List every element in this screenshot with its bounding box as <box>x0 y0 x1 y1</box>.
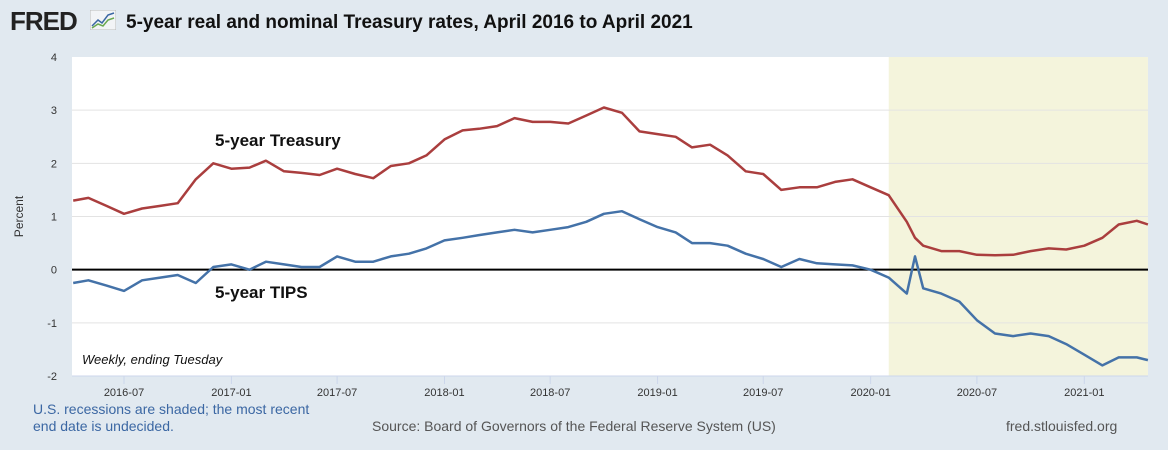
y-tick-label: 0 <box>51 265 57 277</box>
series-label-treasury: 5-year Treasury <box>215 131 341 150</box>
series-label-tips: 5-year TIPS <box>215 283 308 302</box>
y-tick-label: -1 <box>47 318 57 330</box>
line-chart-icon <box>90 10 116 30</box>
x-tick-label: 2019-07 <box>743 387 783 399</box>
y-tick-label: -2 <box>47 371 57 383</box>
fred-logo[interactable]: FRED <box>10 6 78 36</box>
series-line-tips <box>72 209 1149 367</box>
y-axis-label: Percent <box>12 195 26 237</box>
y-tick-label: 4 <box>51 52 57 64</box>
x-tick-label: 2020-01 <box>850 387 890 399</box>
y-tick-label: 1 <box>51 212 57 224</box>
fred-link[interactable]: fred.stlouisfed.org <box>1006 418 1118 434</box>
x-tick-label: 2017-01 <box>211 387 251 399</box>
series-line-treasury <box>72 106 1149 257</box>
x-tick-label: 2019-01 <box>637 387 677 399</box>
x-tick-label: 2017-07 <box>317 387 357 399</box>
x-tick-label: 2018-01 <box>424 387 464 399</box>
x-tick-label: 2020-07 <box>957 387 997 399</box>
x-tick-label: 2016-07 <box>104 387 144 399</box>
recession-note: U.S. recessions are shaded; the most rec… <box>33 401 310 434</box>
y-tick-label: 2 <box>51 158 57 170</box>
chart-title: 5-year real and nominal Treasury rates, … <box>126 12 693 33</box>
x-tick-label: 2021-01 <box>1064 387 1104 399</box>
source-text: Source: Board of Governors of the Federa… <box>372 418 776 434</box>
chart-note: Weekly, ending Tuesday <box>82 352 224 367</box>
y-tick-label: 3 <box>51 105 57 117</box>
x-tick-label: 2018-07 <box>530 387 570 399</box>
